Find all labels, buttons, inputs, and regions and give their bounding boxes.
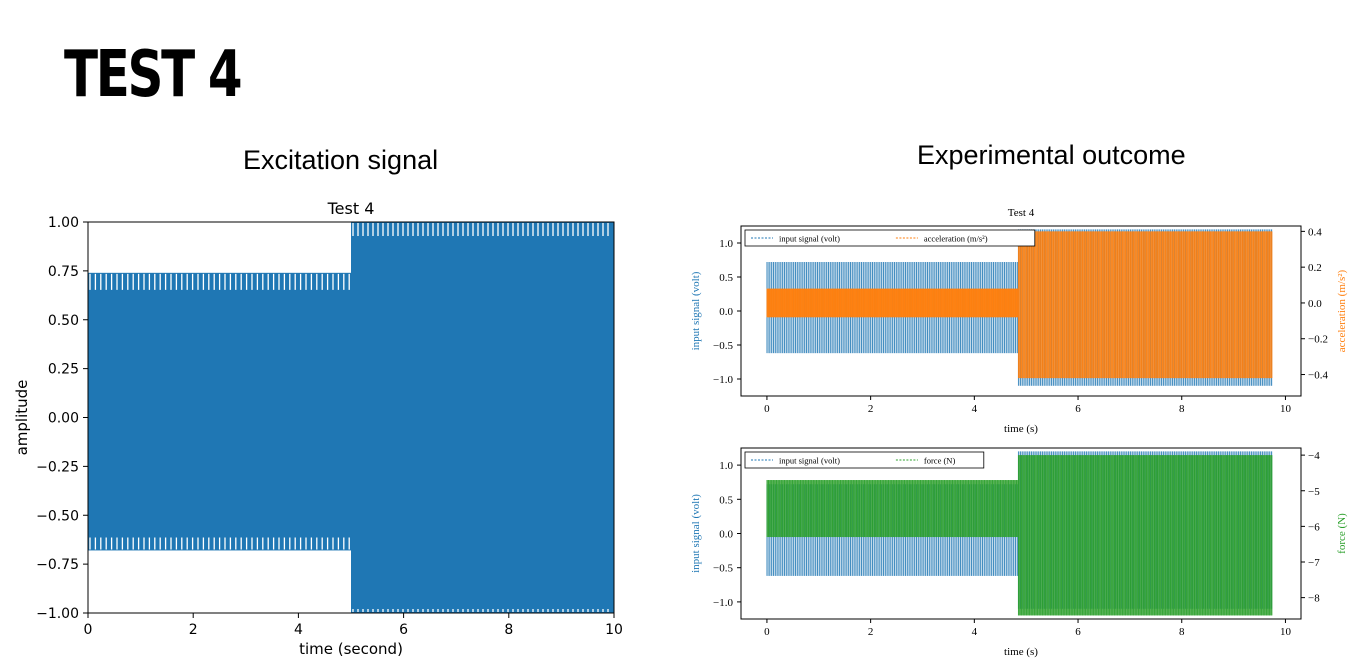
x-tick-label: 6 bbox=[399, 622, 408, 638]
accel-response-segment-1-band bbox=[766, 288, 1019, 318]
accel-legend-label-2: acceleration (m/s²) bbox=[924, 234, 988, 244]
force-y-tick-label: 0.5 bbox=[719, 494, 733, 506]
accel-response-segment-2-trace bbox=[1017, 231, 1272, 379]
accel-plot-area bbox=[766, 229, 1273, 386]
experimental-heading: Experimental outcome bbox=[917, 140, 1186, 170]
experimental-charts: 0 2 4 6 8 10 1.0 0.5 0.0 −0.5 −1.0 0.4 0.2 0.0 −0.2 −0.… bbox=[690, 207, 1348, 658]
excitation-heading: Excitation signal bbox=[243, 145, 439, 175]
accel-response-segment-1-trace bbox=[766, 288, 1019, 318]
accel-legend-frame bbox=[744, 229, 1036, 247]
force-x-tick-label: 4 bbox=[972, 626, 978, 638]
y-tick-label: −0.50 bbox=[36, 508, 79, 524]
force-legend: input signal (volt) force (N) bbox=[744, 451, 985, 469]
force-response-segment-1-trace bbox=[766, 480, 1019, 538]
accel-y2-axis-label: acceleration (m/s²) bbox=[1336, 269, 1348, 352]
force-y-tick-label: 1.0 bbox=[719, 460, 733, 472]
force-x-tick-label: 8 bbox=[1179, 626, 1185, 638]
force-x-tick-label: 6 bbox=[1075, 626, 1081, 638]
accel-y2-tick-label: 0.4 bbox=[1308, 226, 1322, 238]
excitation-chart: 0 2 4 6 8 10 1.00 0.75 0.50 0.25 0.00 −0.25 −0.50 −0.… bbox=[13, 199, 623, 658]
x-tick-label: 10 bbox=[605, 622, 623, 638]
excitation-plot-area bbox=[88, 222, 614, 613]
accel-y-axis-label: input signal (volt) bbox=[690, 271, 702, 350]
force-response-segment-2-trace bbox=[1017, 455, 1272, 616]
force-y2-tick-label: −4 bbox=[1308, 450, 1320, 462]
y-tick-label: −0.75 bbox=[36, 557, 79, 573]
force-y2-tick-label: −5 bbox=[1308, 486, 1320, 498]
force-x-tick-label: 2 bbox=[868, 626, 874, 638]
force-legend-frame bbox=[744, 451, 985, 469]
excitation-y-axis-label: amplitude bbox=[13, 380, 31, 456]
excitation-chart-title: Test 4 bbox=[327, 199, 375, 218]
excitation-segment-2 bbox=[351, 222, 614, 613]
accel-x-tick-label: 4 bbox=[972, 403, 978, 415]
accel-y-tick-label: 0.0 bbox=[719, 306, 733, 318]
y-tick-label: −1.00 bbox=[36, 606, 79, 622]
force-y-tick-label: −1.0 bbox=[713, 597, 733, 609]
accel-legend-label-1: input signal (volt) bbox=[779, 234, 840, 244]
excitation-pulse-marks-2 bbox=[352, 223, 609, 612]
accel-y2-tick-label: −0.4 bbox=[1308, 370, 1328, 382]
accel-legend: input signal (volt) acceleration (m/s²) bbox=[744, 229, 1036, 247]
accel-x-axis-label: time (s) bbox=[1004, 423, 1038, 435]
y-tick-label: 1.00 bbox=[48, 215, 79, 231]
force-y2-tick-label: −6 bbox=[1308, 521, 1320, 533]
y-tick-label: 0.25 bbox=[48, 362, 79, 378]
force-legend-label-1: input signal (volt) bbox=[779, 456, 840, 466]
force-x-axis-label: time (s) bbox=[1004, 646, 1038, 658]
x-tick-label: 4 bbox=[294, 622, 303, 638]
force-y2-tick-label: −7 bbox=[1308, 557, 1320, 569]
accel-x-tick-label: 0 bbox=[764, 403, 770, 415]
accel-y2-tick-label: −0.2 bbox=[1308, 334, 1328, 346]
accel-y2-tick-label: 0.2 bbox=[1308, 262, 1322, 274]
force-x-tick-label: 0 bbox=[764, 626, 770, 638]
force-response-segment-1-band bbox=[766, 480, 1019, 538]
accel-response-segment-2-band bbox=[1018, 231, 1273, 379]
accel-chart-title: Test 4 bbox=[1008, 207, 1035, 219]
force-y-axis-label: input signal (volt) bbox=[690, 494, 702, 573]
force-plot-area bbox=[766, 451, 1273, 616]
accel-y-tick-label: 1.0 bbox=[719, 238, 733, 250]
accel-x-tick-label: 6 bbox=[1075, 403, 1081, 415]
y-tick-label: 0.00 bbox=[48, 411, 79, 427]
excitation-segment-1 bbox=[88, 272, 351, 551]
accel-y-tick-label: 0.5 bbox=[719, 272, 733, 284]
accel-y-tick-label: −1.0 bbox=[713, 374, 733, 386]
force-legend-label-2: force (N) bbox=[924, 456, 956, 466]
x-tick-label: 0 bbox=[84, 622, 93, 638]
force-y-tick-label: −0.5 bbox=[713, 563, 733, 575]
force-y2-axis-label: force (N) bbox=[1336, 513, 1348, 554]
y-tick-label: 0.50 bbox=[48, 313, 79, 329]
accel-x-tick-label: 10 bbox=[1280, 403, 1292, 415]
force-y2-tick-label: −8 bbox=[1308, 593, 1320, 605]
y-tick-label: 0.75 bbox=[48, 264, 79, 280]
x-tick-label: 2 bbox=[189, 622, 198, 638]
accel-x-tick-label: 8 bbox=[1179, 403, 1185, 415]
accel-y2-tick-label: 0.0 bbox=[1308, 298, 1322, 310]
excitation-pulse-marks-1 bbox=[89, 273, 350, 550]
excitation-x-axis-label: time (second) bbox=[299, 640, 403, 658]
x-tick-label: 8 bbox=[504, 622, 513, 638]
force-y-tick-label: 0.0 bbox=[719, 529, 733, 541]
slide-title: TEST 4 bbox=[64, 38, 243, 112]
accel-x-tick-label: 2 bbox=[868, 403, 874, 415]
y-tick-label: −0.25 bbox=[36, 459, 79, 475]
force-x-tick-label: 10 bbox=[1280, 626, 1292, 638]
accel-y-tick-label: −0.5 bbox=[713, 340, 733, 352]
force-response-segment-2-band bbox=[1018, 455, 1273, 616]
